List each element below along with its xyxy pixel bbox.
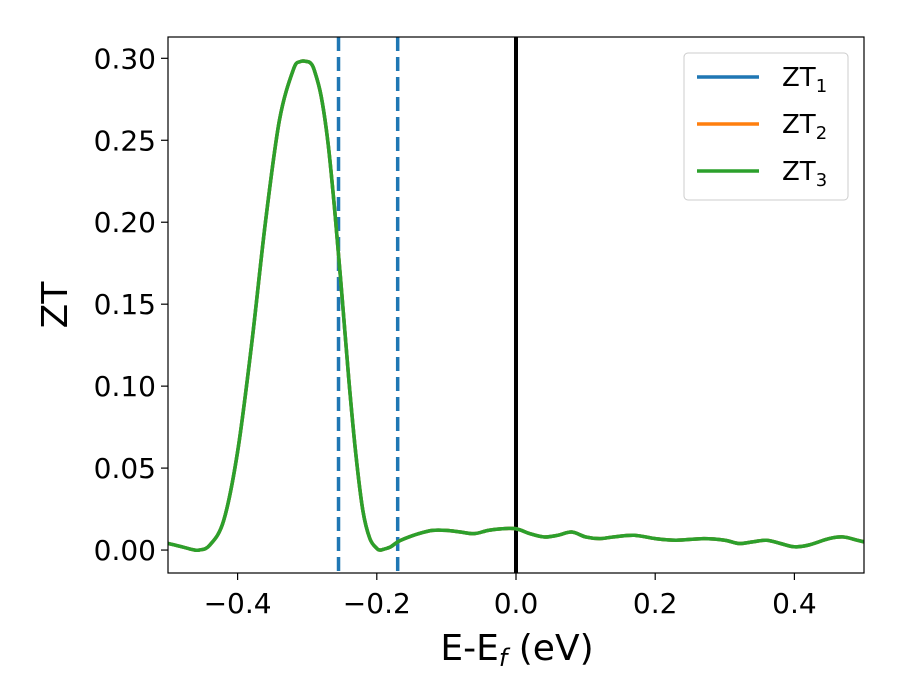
legend-label-zt3: ZT3 [782, 157, 827, 191]
y-tick-label: 0.00 [94, 534, 156, 567]
y-axis-label: ZT [35, 281, 76, 329]
legend-label-zt1: ZT1 [782, 63, 827, 97]
y-axis-ticks: 0.00 0.05 0.10 0.15 0.20 0.25 0.30 [94, 42, 168, 567]
series-lines [168, 59, 864, 553]
y-tick-label: 0.25 [94, 124, 156, 157]
y-tick-label: 0.05 [94, 452, 156, 485]
x-axis-label-main: E-E [440, 628, 498, 669]
x-axis-label: E-Ef (eV) [440, 628, 593, 672]
x-axis-ticks: −0.4 −0.2 0.0 0.2 0.4 [204, 573, 817, 620]
reference-lines [336, 37, 518, 573]
legend: ZT1 ZT2 ZT3 [683, 52, 849, 201]
series-line-zt3 [168, 59, 864, 553]
x-tick-label: 0.0 [494, 587, 539, 620]
y-tick-label: 0.20 [94, 206, 156, 239]
y-tick-label: 0.15 [94, 288, 156, 321]
legend-box [683, 52, 849, 201]
x-tick-label: 0.4 [772, 587, 817, 620]
x-tick-label: −0.2 [343, 587, 411, 620]
x-tick-label: 0.2 [633, 587, 678, 620]
y-tick-label: 0.30 [94, 42, 156, 75]
y-tick-label: 0.10 [94, 370, 156, 403]
legend-label-zt2: ZT2 [782, 110, 827, 144]
x-axis-label-unit: (eV) [507, 628, 593, 669]
x-tick-label: −0.4 [204, 587, 272, 620]
